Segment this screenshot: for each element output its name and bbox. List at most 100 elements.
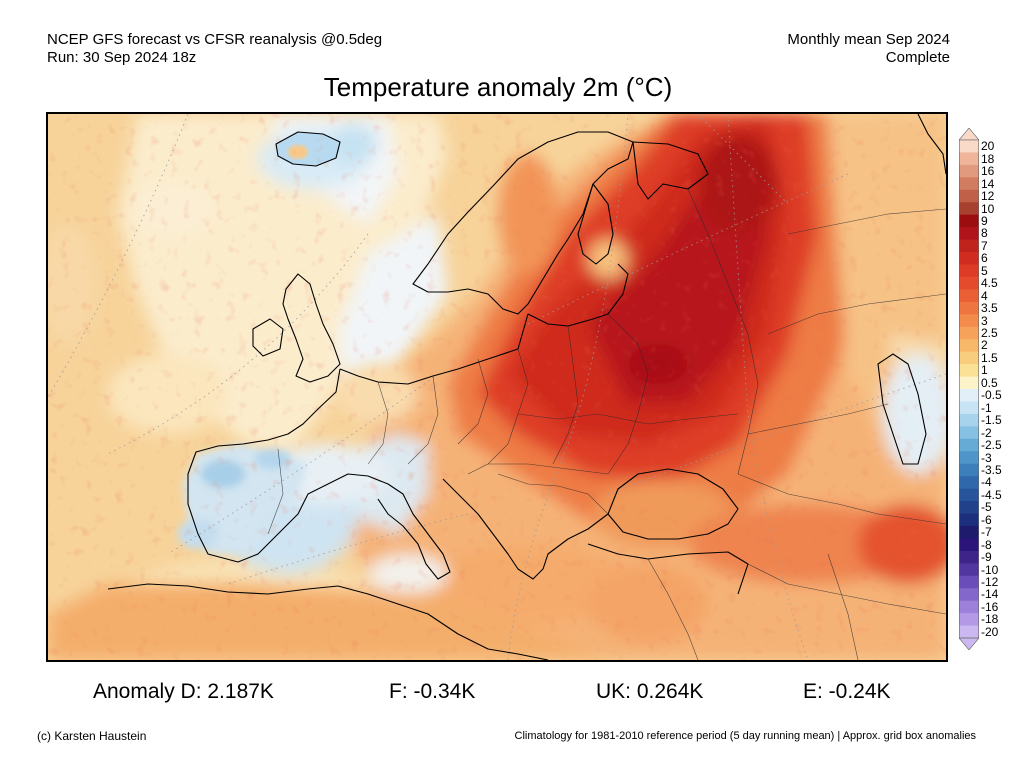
colorbar-swatch [959, 463, 979, 477]
colorbar-label: -9 [981, 550, 992, 565]
colorbar-swatch [959, 488, 979, 502]
colorbar-swatch [959, 152, 979, 166]
colorbar-label: 5 [981, 263, 988, 278]
colorbar-label: -2.5 [981, 438, 1002, 452]
colorbar-min-arrow [959, 637, 979, 650]
colorbar-swatch [959, 276, 979, 290]
colorbar-swatch [959, 314, 979, 328]
colorbar-label: -14 [981, 587, 999, 602]
colorbar-swatch [959, 264, 979, 278]
colorbar [959, 128, 979, 650]
colorbar-label: 7 [981, 238, 988, 253]
speckle-texture [48, 114, 946, 660]
colorbar-swatch [959, 214, 979, 228]
colorbar-label: 1 [981, 363, 988, 378]
colorbar-label: -4.5 [981, 487, 1002, 502]
colorbar-label: 18 [981, 151, 995, 166]
colorbar-swatch [959, 476, 979, 489]
colorbar-label: -10 [981, 562, 999, 577]
copyright: (c) Karsten Haustein [37, 729, 147, 743]
colorbar-swatch [959, 202, 979, 216]
colorbar-label: -0.5 [981, 388, 1002, 403]
colorbar-max-arrow [959, 128, 979, 141]
climatology-note: Climatology for 1981-2010 reference peri… [514, 730, 976, 742]
run-time: Run: 30 Sep 2024 18z [47, 49, 197, 66]
colorbar-swatch [959, 401, 979, 415]
colorbar-swatch [959, 563, 979, 577]
colorbar-swatch [959, 438, 979, 452]
stat-anomaly-spain: E: -0.24K [803, 680, 891, 703]
colorbar-label: -2 [981, 425, 992, 440]
colorbar-swatch [959, 625, 979, 639]
colorbar-swatch [959, 376, 979, 390]
country-borders [267, 188, 946, 660]
colorbar-swatch [959, 501, 979, 514]
period-label: Monthly mean Sep 2024 [787, 31, 950, 48]
colorbar-label: -1.5 [981, 413, 1002, 428]
colorbar-swatch [959, 339, 979, 353]
colorbar-label: 14 [981, 176, 995, 191]
map-title: Temperature anomaly 2m (°C) [323, 72, 673, 102]
colorbar-swatch [959, 227, 979, 240]
header-model-info: NCEP GFS forecast vs CFSR reanalysis @0.… [47, 31, 382, 67]
anomaly-map [46, 112, 948, 662]
colorbar-swatch [959, 600, 979, 614]
colorbar-label: 12 [981, 189, 995, 203]
colorbar-swatch [959, 525, 979, 539]
colorbar-label: 3 [981, 313, 988, 328]
colorbar-label: -8 [981, 537, 992, 552]
stat-anomaly-germany: Anomaly D: 2.187K [93, 680, 274, 703]
colorbar-label: -3.5 [981, 462, 1002, 477]
colorbar-label: 8 [981, 226, 988, 241]
colorbar-label: 16 [981, 164, 995, 179]
colorbar-swatch [959, 575, 979, 589]
colorbar-swatch [959, 613, 979, 626]
colorbar-swatch [959, 252, 979, 265]
colorbar-swatch [959, 413, 979, 427]
colorbar-swatch [959, 289, 979, 303]
colorbar-label: 4.5 [981, 276, 998, 291]
coastlines [107, 114, 946, 660]
colorbar-swatch [959, 451, 979, 465]
colorbar-label: -3 [981, 450, 992, 465]
colorbar-label: 3.5 [981, 301, 998, 316]
colorbar-label: 1.5 [981, 350, 998, 365]
colorbar-swatch [959, 177, 979, 191]
graticule [48, 114, 946, 660]
colorbar-swatch [959, 538, 979, 552]
colorbar-label: 4 [981, 288, 988, 303]
colorbar-swatch [959, 301, 979, 315]
header-period-info: Monthly mean Sep 2024 Complete [787, 31, 950, 67]
colorbar-swatch [959, 513, 979, 527]
colorbar-swatch [959, 426, 979, 440]
colorbar-swatch [959, 351, 979, 365]
colorbar-label: -1 [981, 400, 992, 415]
colorbar-label: -20 [981, 624, 999, 639]
colorbar-label: -18 [981, 612, 999, 627]
colorbar-swatch [959, 326, 979, 340]
colorbar-label: 6 [981, 251, 988, 266]
colorbar-swatch [959, 189, 979, 203]
anomaly-map-canvas [48, 114, 946, 660]
completion-status: Complete [885, 49, 950, 66]
colorbar-swatch [959, 588, 979, 602]
colorbar-label: 0.5 [981, 375, 998, 390]
colorbar-swatch [959, 140, 979, 153]
colorbar-label: 20 [981, 139, 995, 154]
colorbar-swatch [959, 164, 979, 178]
stat-anomaly-uk: UK: 0.264K [596, 680, 704, 703]
colorbar-swatch [959, 239, 979, 253]
colorbar-swatch [959, 364, 979, 377]
colorbar-label: 2.5 [981, 326, 998, 340]
colorbar-label: 10 [981, 201, 995, 216]
colorbar-swatch [959, 389, 979, 402]
colorbar-label: -6 [981, 512, 992, 527]
model-description: NCEP GFS forecast vs CFSR reanalysis @0.… [47, 31, 383, 48]
stat-anomaly-france: F: -0.34K [389, 680, 476, 703]
colorbar-label: -12 [981, 575, 999, 589]
colorbar-swatch [959, 550, 979, 564]
colorbar-label: -4 [981, 475, 992, 490]
colorbar-label: -7 [981, 525, 992, 540]
colorbar-label: -5 [981, 500, 992, 515]
colorbar-label: -16 [981, 599, 999, 614]
